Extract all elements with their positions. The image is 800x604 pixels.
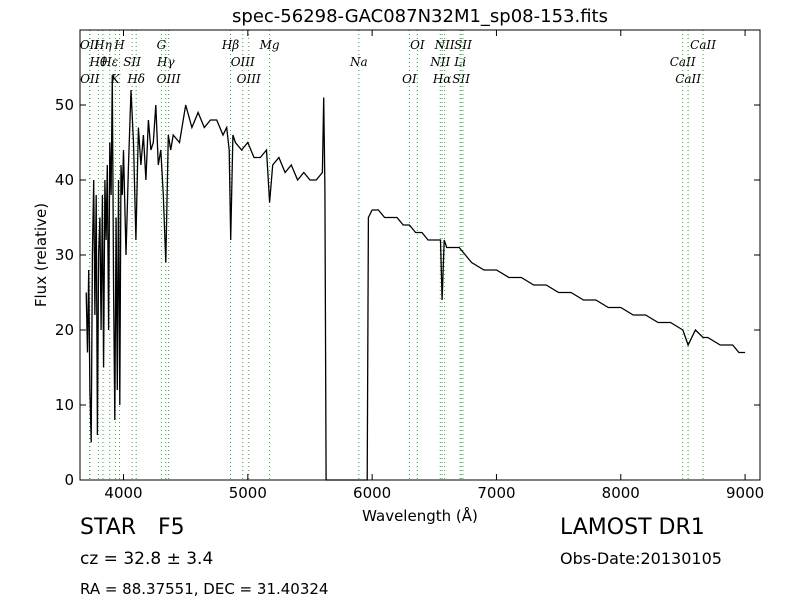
x-axis-label: Wavelength (Å) — [362, 506, 478, 525]
spectral-line-label: OIII — [237, 72, 261, 86]
x-tick-label: 8000 — [602, 484, 640, 502]
x-tick-label: 5000 — [229, 484, 267, 502]
spectral-line-label: OII — [80, 72, 100, 86]
chart-title: spec-56298-GAC087N32M1_sp08-153.fits — [232, 6, 608, 27]
x-tick-label: 6000 — [353, 484, 391, 502]
survey: LAMOST DR1 — [560, 515, 705, 540]
spectral-line-label: G — [157, 38, 167, 52]
coordinates: RA = 88.37551, DEC = 31.40324 — [80, 580, 328, 598]
y-tick-label: 50 — [55, 96, 74, 114]
spectral-line-label: SII — [452, 72, 470, 86]
y-tick-label: 10 — [55, 396, 74, 414]
x-tick-label: 9000 — [726, 484, 764, 502]
spectral-line-label: Mg — [259, 38, 280, 52]
spectral-line-label: SII — [454, 38, 472, 52]
spectral-line-label: Hβ — [221, 38, 239, 52]
spectrum-line — [85, 74, 746, 481]
spectral-line-label: OI — [402, 72, 417, 86]
spectral-line-label: OIII — [231, 55, 255, 69]
spectral-line-label: Li — [453, 55, 466, 69]
spectral-line-label: Na — [349, 55, 368, 69]
redshift: cz = 32.8 ± 3.4 — [80, 549, 213, 569]
spectral-line-label: OIII — [157, 72, 181, 86]
subclass: F5 — [158, 515, 185, 540]
spectral-line-label: OI — [410, 38, 425, 52]
object-class: STAR — [80, 515, 136, 540]
y-tick-label: 0 — [64, 471, 74, 489]
y-tick-label: 30 — [55, 246, 74, 264]
y-tick-label: 40 — [55, 171, 74, 189]
spectral-line-label: NII — [429, 55, 450, 69]
x-tick-label: 4000 — [104, 484, 142, 502]
spectral-line-label: H — [113, 38, 125, 52]
y-tick-label: 20 — [55, 321, 74, 339]
obs-date: Obs-Date:20130105 — [560, 549, 722, 568]
spectral-line-label: OII — [80, 38, 100, 52]
plot-frame — [79, 29, 761, 481]
spectral-line-label: CaII — [670, 55, 696, 69]
spectral-line-label: Hη — [93, 38, 112, 52]
x-tick-label: 7000 — [477, 484, 515, 502]
spectral-line-label: CaII — [675, 72, 701, 86]
spectral-line-label: Hε — [100, 55, 118, 69]
spectral-line-label: Hδ — [126, 72, 145, 86]
spectral-line-label: SII — [123, 55, 141, 69]
spectral-line-label: Hγ — [156, 55, 175, 69]
spectral-line-label: CaII — [690, 38, 716, 52]
spectral-line-label: K — [110, 72, 121, 86]
spectral-line-label: Hα — [432, 72, 452, 86]
spectral-line-label: NII — [434, 38, 455, 52]
y-axis-label: Flux (relative) — [32, 203, 50, 307]
